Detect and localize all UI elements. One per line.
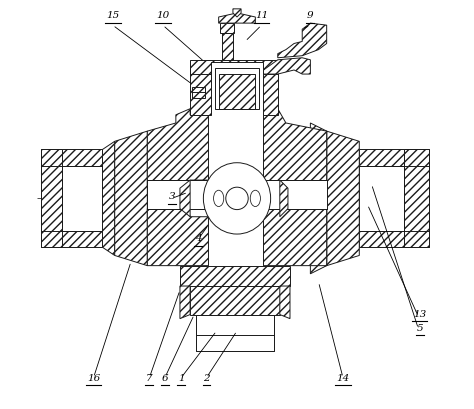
Bar: [219, 74, 255, 109]
Polygon shape: [280, 286, 290, 319]
Polygon shape: [264, 58, 310, 74]
Bar: [359, 166, 428, 231]
Polygon shape: [264, 70, 278, 115]
Polygon shape: [327, 131, 359, 265]
Polygon shape: [264, 209, 327, 265]
Polygon shape: [41, 149, 62, 247]
Text: 14: 14: [337, 374, 350, 383]
Polygon shape: [359, 231, 428, 247]
Text: 6: 6: [162, 374, 168, 383]
Polygon shape: [41, 231, 102, 247]
Polygon shape: [310, 123, 327, 274]
Text: 13: 13: [413, 310, 426, 319]
Polygon shape: [115, 131, 147, 265]
Text: 5: 5: [416, 324, 423, 333]
Ellipse shape: [226, 187, 248, 209]
Polygon shape: [264, 109, 327, 188]
Polygon shape: [196, 315, 273, 351]
Polygon shape: [180, 265, 290, 286]
Bar: [147, 180, 327, 209]
Ellipse shape: [203, 163, 271, 234]
Polygon shape: [190, 70, 210, 115]
Text: 2: 2: [203, 374, 210, 383]
Text: 9: 9: [307, 11, 314, 20]
Polygon shape: [41, 149, 102, 166]
Text: 7: 7: [146, 374, 153, 383]
Polygon shape: [190, 60, 278, 74]
Polygon shape: [192, 87, 205, 98]
Text: 11: 11: [255, 11, 268, 20]
Polygon shape: [404, 149, 428, 247]
Text: 16: 16: [87, 374, 100, 383]
Bar: [215, 68, 259, 109]
Text: 3: 3: [168, 192, 175, 201]
Text: 10: 10: [156, 11, 169, 20]
Polygon shape: [190, 286, 280, 315]
Polygon shape: [180, 286, 190, 319]
Polygon shape: [102, 142, 115, 256]
Text: 1: 1: [178, 374, 184, 383]
Text: 4: 4: [195, 234, 201, 243]
Polygon shape: [147, 209, 209, 265]
Polygon shape: [219, 13, 255, 23]
Text: 15: 15: [106, 11, 119, 20]
Polygon shape: [359, 149, 428, 166]
Polygon shape: [278, 23, 327, 58]
Bar: [196, 315, 273, 351]
Polygon shape: [180, 180, 190, 217]
Bar: [220, 23, 234, 33]
Bar: [41, 166, 102, 231]
Bar: [221, 33, 233, 60]
Polygon shape: [233, 9, 241, 17]
Polygon shape: [147, 109, 209, 188]
Polygon shape: [280, 180, 288, 217]
